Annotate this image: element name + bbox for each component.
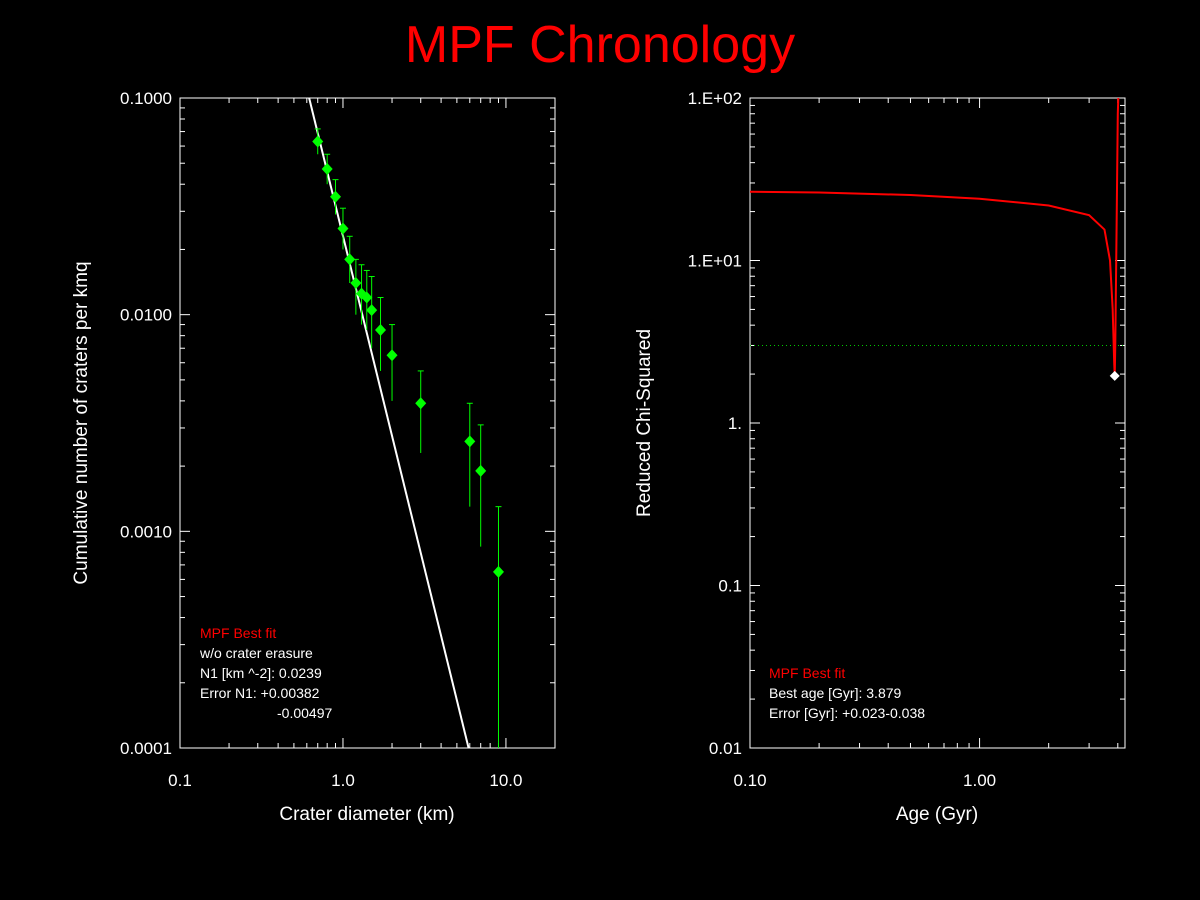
left-annotation-line: w/o crater erasure <box>199 645 313 661</box>
right-annotation-line: MPF Best fit <box>769 665 845 681</box>
data-point <box>375 323 387 336</box>
chart-title: MPF Chronology <box>405 16 795 74</box>
data-point <box>344 253 356 266</box>
right-x-tick-label: 1.00 <box>963 771 996 790</box>
left-x-tick-label: 10.0 <box>489 771 522 790</box>
left-annotation-line: N1 [km ^-2]: 0.0239 <box>200 665 322 681</box>
left-y-tick-label: 0.1000 <box>120 89 172 108</box>
left-y-axis-label: Cumulative number of craters per kmq <box>71 261 92 584</box>
crater-size-panel: 0.1 1.0 10.0 0.1000 0.0100 0.0010 0.0001 Crate… <box>71 89 556 825</box>
right-y-tick-label: 1. <box>728 414 742 433</box>
data-point <box>386 349 398 362</box>
left-annotation-line: -0.00497 <box>277 705 332 721</box>
right-x-axis-label: Age (Gyr) <box>896 804 978 825</box>
data-point <box>361 291 373 304</box>
data-point <box>492 565 504 578</box>
data-point <box>337 222 349 235</box>
data-point <box>350 277 362 290</box>
left-annotation-line: Error N1: +0.00382 <box>200 685 320 701</box>
left-annotation: MPF Best fit w/o crater erasure N1 [km ^… <box>199 625 332 721</box>
right-annotation-line: Error [Gyr]: +0.023-0.038 <box>769 705 925 721</box>
data-point <box>312 135 324 148</box>
right-y-tick-label: 0.01 <box>709 739 742 758</box>
left-y-tick-label: 0.0010 <box>120 522 172 541</box>
right-y-tick-label: 0.1 <box>718 577 742 596</box>
right-x-tick-label: 0.10 <box>733 771 766 790</box>
left-y-tick-label: 0.0001 <box>120 739 172 758</box>
data-point <box>415 397 427 410</box>
left-x-tick-label: 0.1 <box>168 771 192 790</box>
right-y-axis-label: Reduced Chi-Squared <box>634 329 655 517</box>
data-point <box>475 464 487 477</box>
data-point <box>366 304 378 317</box>
best-fit-marker <box>1109 370 1120 381</box>
right-annotation: MPF Best fit Best age [Gyr]: 3.879 Error… <box>769 665 925 721</box>
chi-squared-panel: 0.10 1.001.E+021.E+011.0.10.01 Age (Gyr) … <box>634 89 1126 825</box>
data-point <box>464 435 476 448</box>
left-annotation-line: MPF Best fit <box>200 625 276 641</box>
left-x-axis-label: Crater diameter (km) <box>279 804 454 825</box>
right-y-tick-label: 1.E+02 <box>688 89 742 108</box>
data-point <box>321 163 333 176</box>
left-x-tick-label: 1.0 <box>331 771 355 790</box>
right-annotation-line: Best age [Gyr]: 3.879 <box>769 685 902 701</box>
left-plot-frame <box>179 97 556 749</box>
right-y-tick-label: 1.E+01 <box>688 252 742 271</box>
data-point <box>330 190 342 203</box>
chi-squared-curve <box>749 97 1120 376</box>
left-y-tick-label: 0.0100 <box>120 306 172 325</box>
